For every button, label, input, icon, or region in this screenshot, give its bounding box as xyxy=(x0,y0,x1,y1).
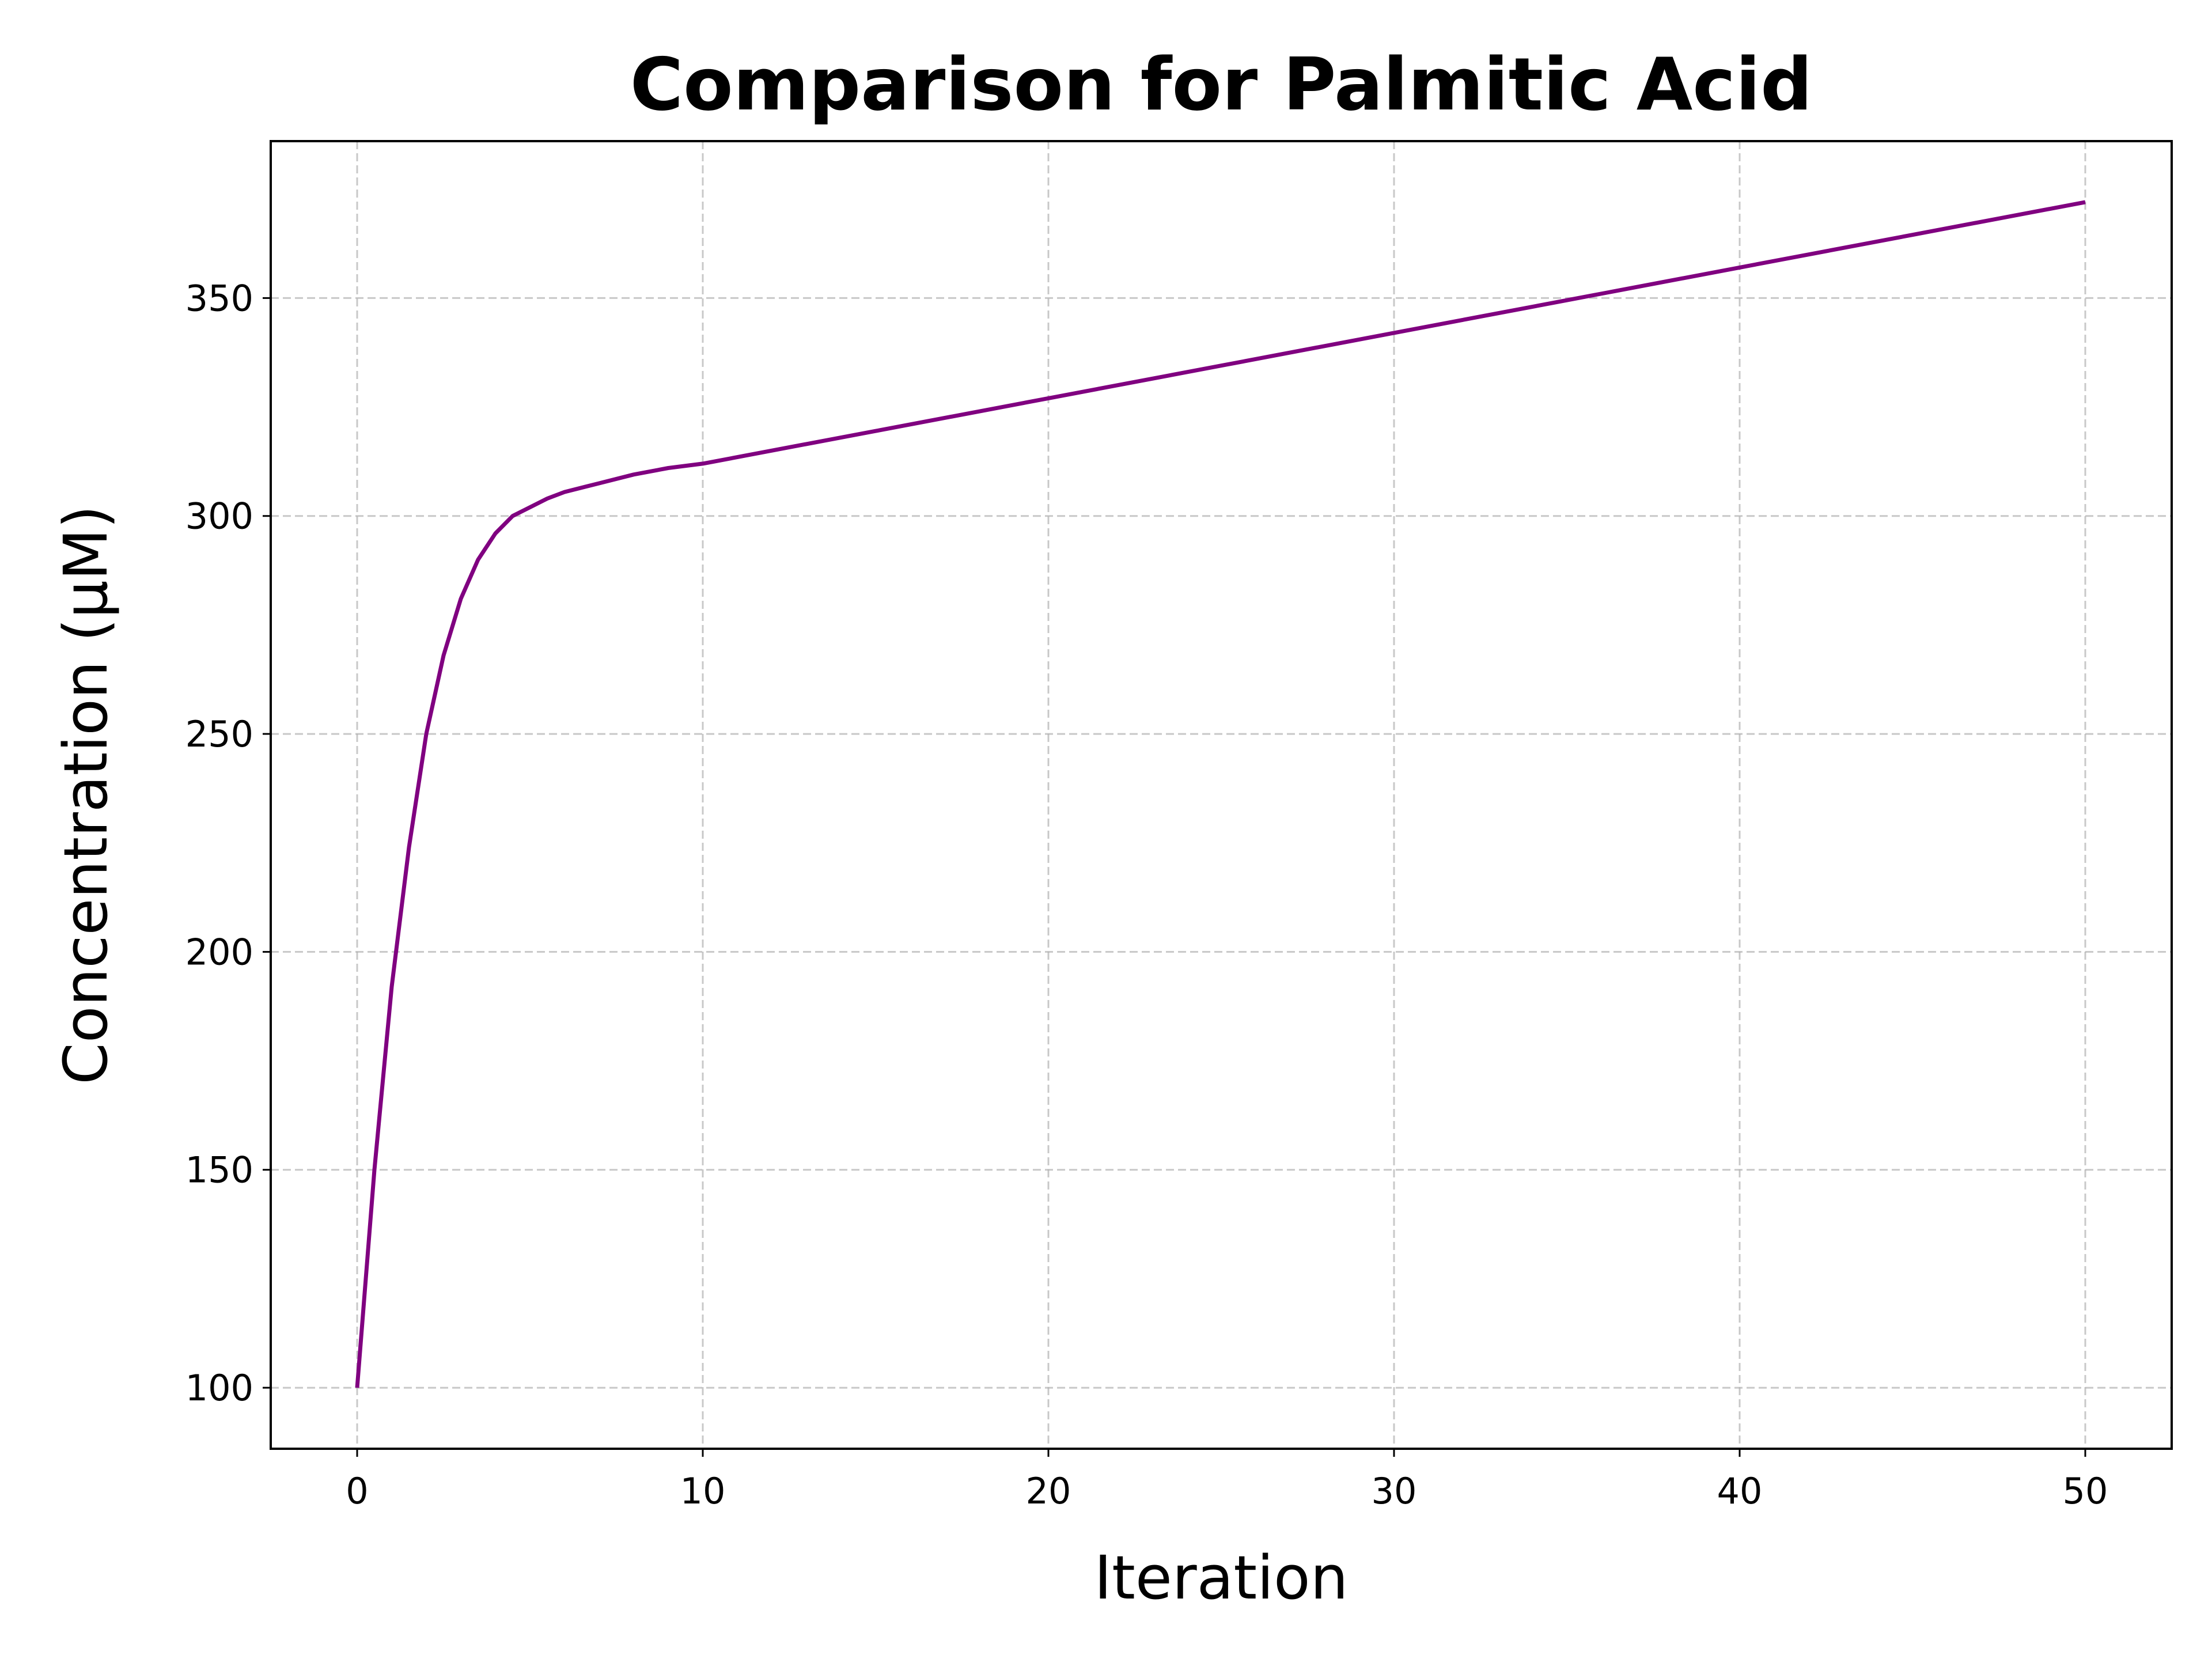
axis-ticks: 0 10 20 30 40 50 100 150 200 250 300 350 xyxy=(185,277,2108,1512)
x-tick-label: 20 xyxy=(1026,1470,1071,1512)
series-line xyxy=(355,200,2086,1388)
x-tick-label: 50 xyxy=(2063,1470,2108,1512)
x-axis-label: Iteration xyxy=(1094,1543,1348,1613)
x-tick-label: 40 xyxy=(1717,1470,1763,1512)
y-tick-label: 150 xyxy=(185,1149,253,1191)
x-tick-label: 0 xyxy=(346,1470,368,1512)
y-tick-label: 350 xyxy=(185,277,253,319)
x-tick-label: 10 xyxy=(680,1470,726,1512)
y-tick-label: 100 xyxy=(185,1367,253,1409)
plot-frame xyxy=(270,140,2173,1450)
x-tick-label: 30 xyxy=(1372,1470,1417,1512)
y-tick-label: 200 xyxy=(185,931,253,973)
grid-lines xyxy=(271,141,2172,1449)
y-axis-label: Concentration (μM) xyxy=(51,505,121,1085)
y-tick-label: 300 xyxy=(185,495,253,537)
chart-title: Comparison for Palmitic Acid xyxy=(630,42,1813,127)
y-tick-label: 250 xyxy=(185,713,253,755)
series-layer xyxy=(355,200,2086,1388)
